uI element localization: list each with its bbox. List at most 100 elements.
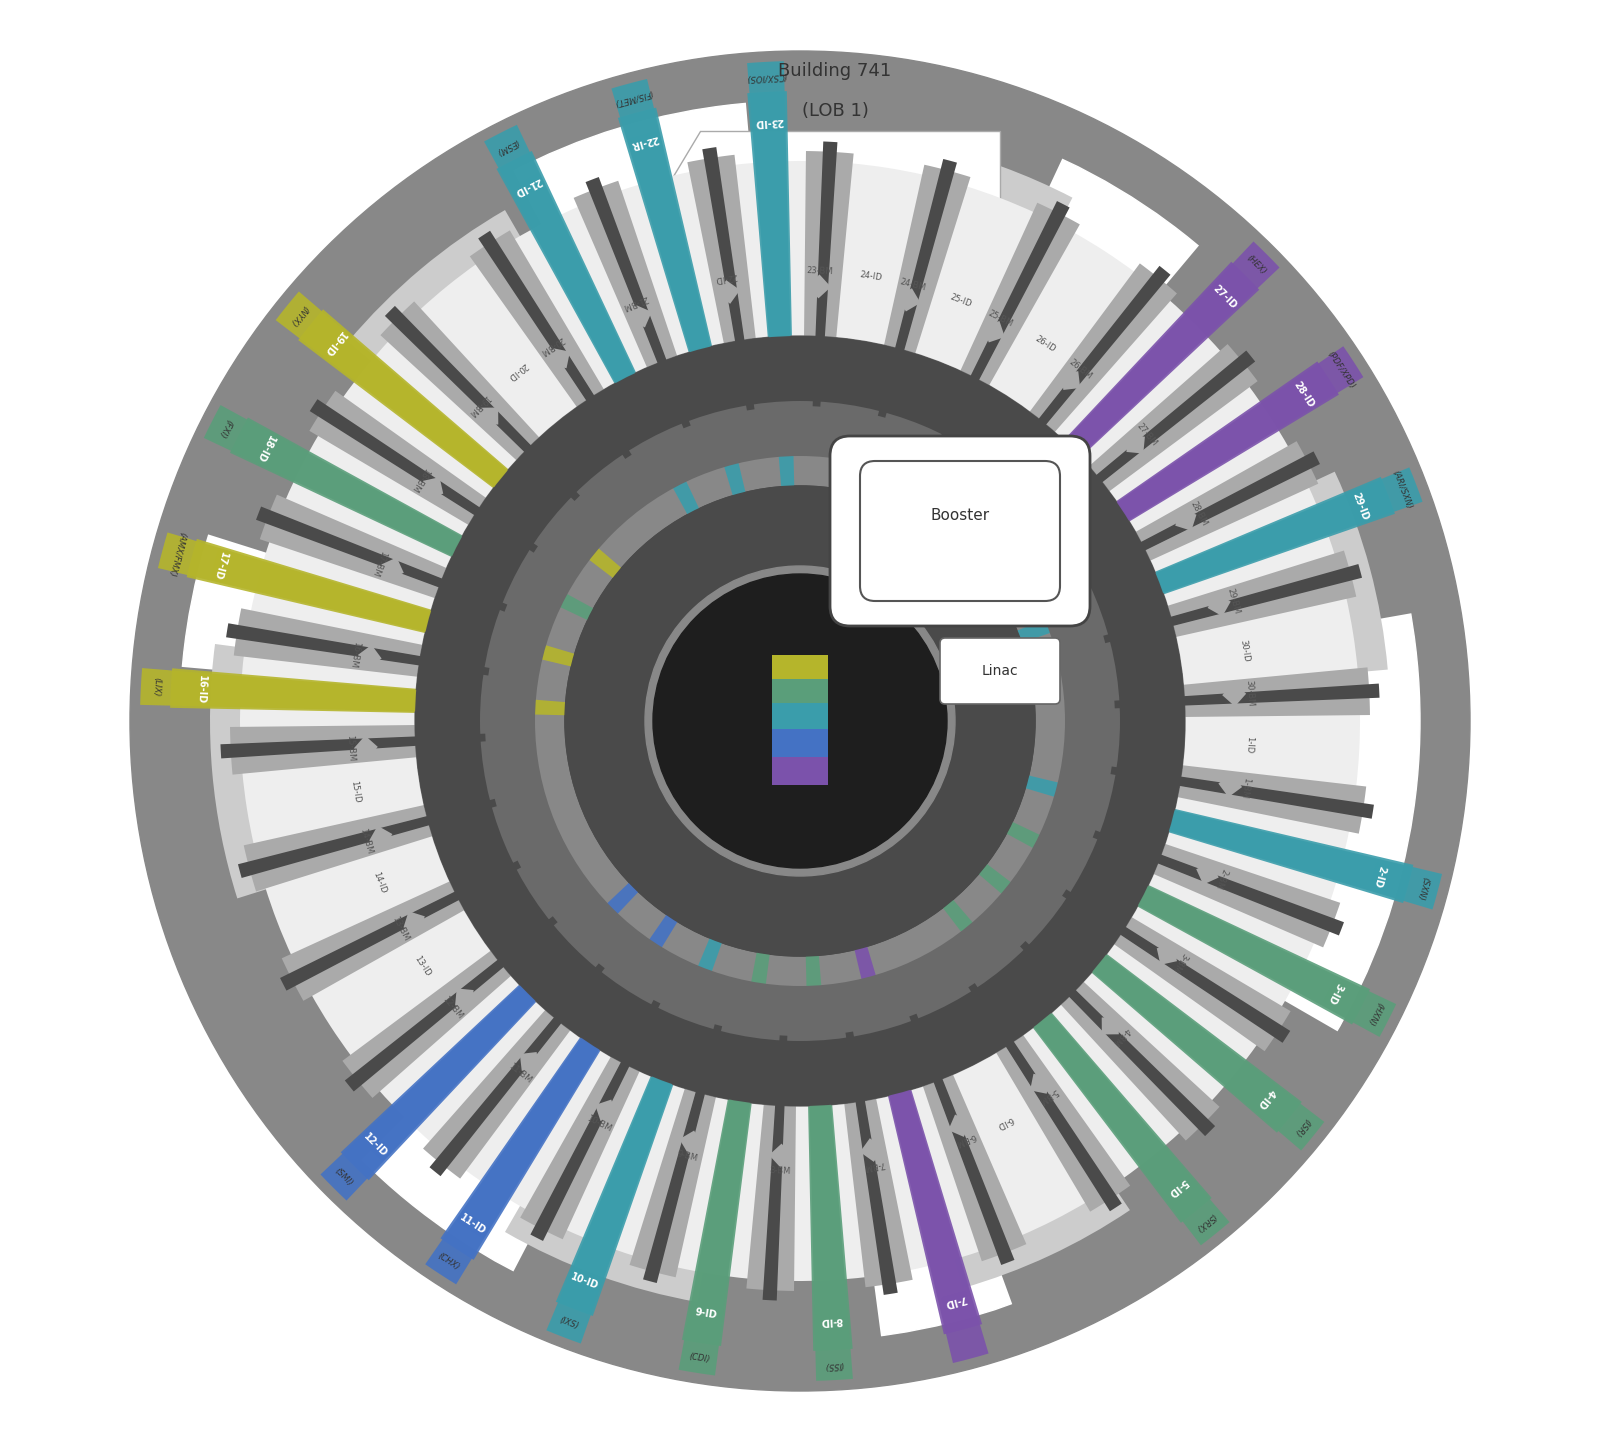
Wedge shape bbox=[978, 763, 1442, 910]
Circle shape bbox=[645, 566, 955, 876]
Polygon shape bbox=[670, 131, 1000, 371]
Wedge shape bbox=[1107, 414, 1246, 534]
Wedge shape bbox=[574, 192, 661, 373]
FancyBboxPatch shape bbox=[773, 757, 829, 785]
Text: 9-BM: 9-BM bbox=[675, 1149, 699, 1164]
Wedge shape bbox=[872, 268, 925, 422]
Wedge shape bbox=[813, 141, 837, 406]
Polygon shape bbox=[358, 644, 382, 669]
Text: (FXI): (FXI) bbox=[218, 418, 234, 440]
Text: 7-BM: 7-BM bbox=[862, 1159, 885, 1171]
Wedge shape bbox=[805, 926, 853, 1351]
Wedge shape bbox=[389, 971, 550, 1132]
Text: 11-BM: 11-BM bbox=[507, 1062, 533, 1085]
Wedge shape bbox=[437, 914, 565, 1023]
Wedge shape bbox=[989, 477, 1395, 653]
Wedge shape bbox=[874, 1081, 981, 1270]
Wedge shape bbox=[414, 337, 1186, 1106]
Polygon shape bbox=[806, 274, 830, 299]
Wedge shape bbox=[446, 1019, 573, 1178]
Text: 28-BM: 28-BM bbox=[1189, 499, 1210, 527]
Polygon shape bbox=[949, 1114, 971, 1138]
Wedge shape bbox=[744, 71, 1075, 241]
Wedge shape bbox=[514, 206, 650, 395]
Text: 21-ID: 21-ID bbox=[512, 176, 542, 197]
Wedge shape bbox=[158, 533, 622, 678]
Wedge shape bbox=[952, 347, 1363, 624]
Wedge shape bbox=[1093, 830, 1344, 936]
Wedge shape bbox=[1104, 386, 1290, 535]
Text: 13-ID: 13-ID bbox=[413, 955, 432, 978]
Wedge shape bbox=[878, 160, 957, 418]
Circle shape bbox=[565, 486, 1035, 956]
Text: (IXS): (IXS) bbox=[558, 1316, 579, 1331]
Wedge shape bbox=[325, 905, 494, 1049]
Polygon shape bbox=[680, 1130, 702, 1154]
Polygon shape bbox=[422, 477, 443, 498]
Wedge shape bbox=[1104, 564, 1362, 643]
Wedge shape bbox=[230, 418, 621, 634]
Wedge shape bbox=[429, 963, 605, 1177]
Wedge shape bbox=[242, 756, 429, 844]
Wedge shape bbox=[584, 1069, 688, 1209]
Wedge shape bbox=[674, 1096, 770, 1259]
Wedge shape bbox=[986, 232, 1136, 416]
Text: 20-ID: 20-ID bbox=[506, 361, 528, 382]
Wedge shape bbox=[392, 313, 544, 464]
Wedge shape bbox=[909, 1014, 1014, 1265]
Polygon shape bbox=[403, 911, 424, 933]
Wedge shape bbox=[994, 1029, 1120, 1200]
Wedge shape bbox=[309, 415, 478, 528]
Text: 5-BM: 5-BM bbox=[1037, 1087, 1059, 1106]
Wedge shape bbox=[354, 908, 493, 1027]
Wedge shape bbox=[480, 400, 1120, 1040]
Wedge shape bbox=[312, 833, 451, 936]
Wedge shape bbox=[602, 181, 678, 364]
Wedge shape bbox=[181, 145, 555, 562]
Wedge shape bbox=[870, 1084, 981, 1252]
Text: (AMX/FMX): (AMX/FMX) bbox=[166, 531, 187, 577]
Wedge shape bbox=[230, 726, 421, 744]
Wedge shape bbox=[1106, 392, 1275, 537]
Wedge shape bbox=[1083, 355, 1246, 495]
Wedge shape bbox=[1058, 992, 1198, 1140]
Wedge shape bbox=[419, 264, 581, 443]
Wedge shape bbox=[1126, 871, 1315, 1008]
Wedge shape bbox=[282, 830, 453, 953]
Wedge shape bbox=[754, 1094, 792, 1281]
Polygon shape bbox=[1176, 509, 1197, 531]
Wedge shape bbox=[493, 1029, 613, 1167]
Wedge shape bbox=[922, 1077, 998, 1261]
Wedge shape bbox=[771, 1030, 792, 1185]
Wedge shape bbox=[150, 665, 426, 1181]
Wedge shape bbox=[470, 247, 590, 411]
Wedge shape bbox=[254, 807, 442, 882]
Circle shape bbox=[480, 400, 1120, 1040]
Wedge shape bbox=[1098, 367, 1258, 495]
Wedge shape bbox=[472, 1026, 616, 1196]
Wedge shape bbox=[1107, 916, 1278, 1040]
Text: (HEX): (HEX) bbox=[1245, 254, 1267, 277]
Circle shape bbox=[130, 51, 1470, 1392]
Text: (ISS): (ISS) bbox=[824, 1360, 843, 1370]
Wedge shape bbox=[1050, 311, 1211, 472]
Text: Linac: Linac bbox=[982, 665, 1018, 678]
Wedge shape bbox=[355, 350, 520, 503]
Wedge shape bbox=[1149, 505, 1288, 608]
Polygon shape bbox=[1102, 1017, 1118, 1035]
Wedge shape bbox=[1085, 344, 1238, 479]
Text: (ESM): (ESM) bbox=[494, 136, 520, 155]
Wedge shape bbox=[1106, 762, 1261, 798]
Wedge shape bbox=[1146, 486, 1334, 608]
Polygon shape bbox=[1126, 435, 1146, 454]
Wedge shape bbox=[1019, 1000, 1181, 1178]
Wedge shape bbox=[494, 231, 606, 400]
Text: 30-BM: 30-BM bbox=[1243, 681, 1254, 707]
Polygon shape bbox=[717, 280, 741, 303]
Polygon shape bbox=[1157, 945, 1178, 965]
Wedge shape bbox=[381, 322, 528, 464]
Wedge shape bbox=[386, 306, 579, 501]
Polygon shape bbox=[859, 1138, 883, 1162]
Text: (NYX): (NYX) bbox=[288, 303, 310, 326]
Wedge shape bbox=[266, 833, 454, 956]
